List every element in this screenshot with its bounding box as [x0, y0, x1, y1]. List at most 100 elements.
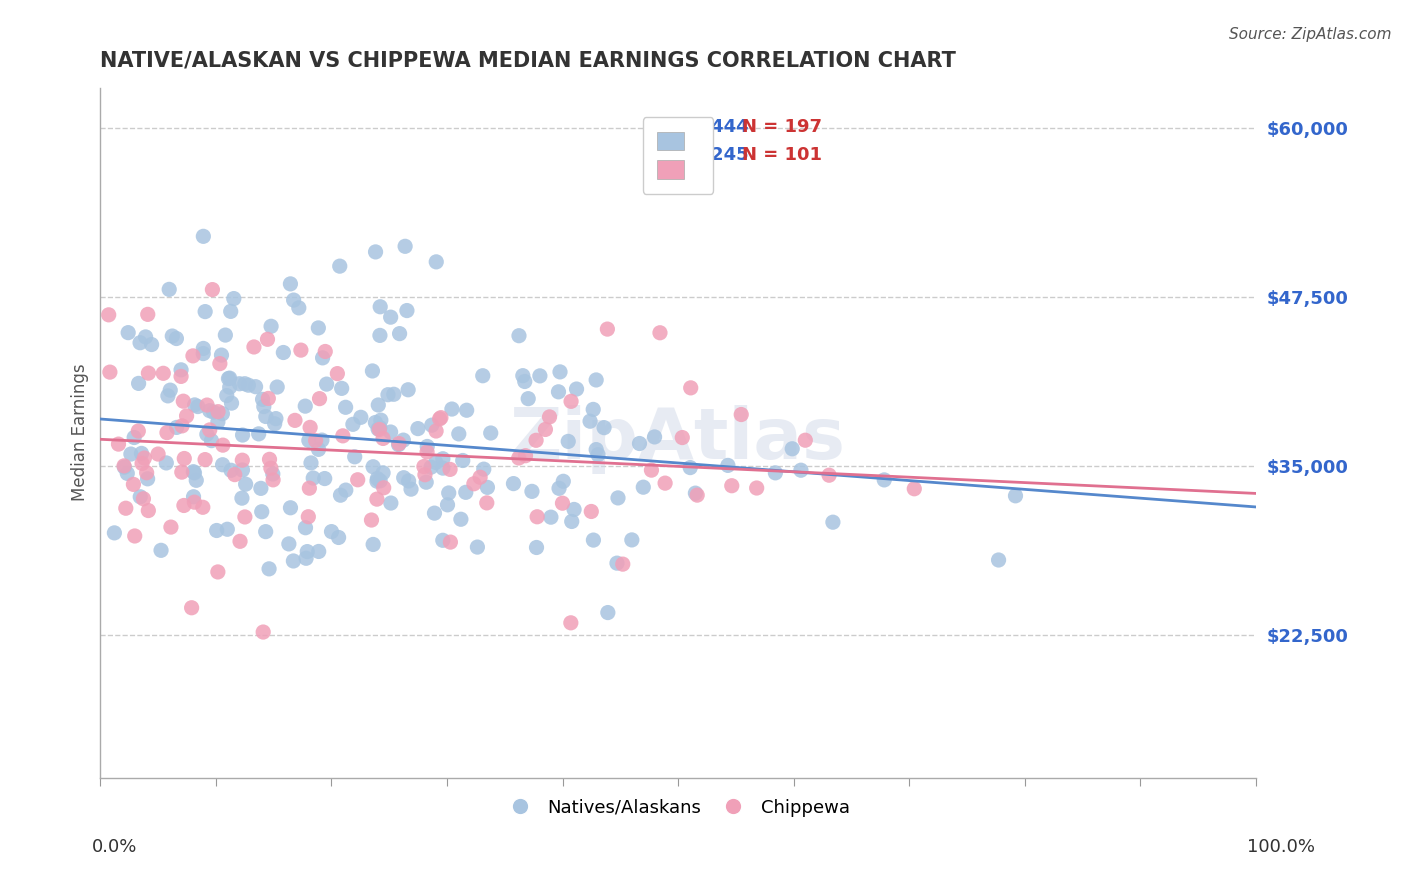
Point [260, 319, 283, 334]
Point [134, 451, 156, 466]
Point [502, 476, 524, 491]
Point [581, 504, 603, 518]
Point [131, 457, 153, 471]
Point [194, 304, 217, 318]
Point [420, 418, 443, 433]
Point [440, 402, 463, 417]
Point [671, 431, 693, 445]
Point [450, 512, 472, 526]
Point [194, 452, 217, 467]
Point [364, 244, 387, 259]
Point [173, 451, 195, 466]
Point [124, 529, 146, 543]
Point [208, 357, 231, 371]
Point [472, 462, 495, 476]
Point [526, 509, 548, 524]
Point [308, 392, 330, 406]
Point [565, 382, 588, 396]
Point [136, 472, 159, 486]
Point [382, 387, 405, 401]
Point [114, 501, 136, 516]
Point [548, 365, 571, 379]
Point [366, 472, 388, 486]
Point [138, 366, 160, 380]
Point [252, 392, 274, 407]
Point [138, 503, 160, 517]
Point [307, 321, 329, 335]
Point [218, 371, 240, 385]
Point [582, 402, 605, 417]
Point [513, 375, 536, 389]
Point [818, 468, 841, 483]
Point [250, 481, 273, 495]
Point [987, 553, 1010, 567]
Point [553, 475, 575, 489]
Point [170, 465, 193, 479]
Point [156, 425, 179, 440]
Point [366, 474, 388, 488]
Point [183, 495, 205, 509]
Point [524, 434, 547, 448]
Point [264, 411, 287, 425]
Point [129, 335, 152, 350]
Point [162, 329, 184, 343]
Point [416, 445, 439, 459]
Point [280, 277, 302, 291]
Point [298, 434, 321, 448]
Point [299, 456, 322, 470]
Point [423, 506, 446, 520]
Point [420, 460, 443, 475]
Point [579, 414, 602, 428]
Point [560, 615, 582, 630]
Point [290, 343, 312, 358]
Point [620, 533, 643, 547]
Point [720, 479, 742, 493]
Point [547, 384, 569, 399]
Point [606, 556, 628, 570]
Point [447, 426, 470, 441]
Point [183, 466, 205, 480]
Point [412, 459, 434, 474]
Point [315, 377, 337, 392]
Point [392, 471, 415, 485]
Point [280, 500, 302, 515]
Point [364, 416, 387, 430]
Point [585, 373, 607, 387]
Point [97, 308, 120, 322]
Point [328, 531, 350, 545]
Point [122, 430, 145, 444]
Point [685, 486, 707, 500]
Point [745, 481, 768, 495]
Point [288, 301, 311, 315]
Point [468, 470, 491, 484]
Text: NATIVE/ALASKAN VS CHIPPEWA MEDIAN EARNINGS CORRELATION CHART: NATIVE/ALASKAN VS CHIPPEWA MEDIAN EARNIN… [100, 51, 956, 70]
Point [534, 422, 557, 436]
Point [217, 371, 239, 385]
Point [425, 255, 447, 269]
Point [247, 426, 270, 441]
Point [201, 283, 224, 297]
Point [467, 540, 489, 554]
Point [211, 348, 233, 362]
Point [128, 376, 150, 391]
Point [648, 326, 671, 340]
Point [229, 534, 252, 549]
Point [387, 437, 409, 451]
Text: R = -0.245: R = -0.245 [644, 146, 749, 164]
Point [371, 432, 394, 446]
Point [259, 452, 281, 467]
Point [640, 463, 662, 477]
Point [183, 465, 205, 479]
Point [380, 425, 402, 439]
Point [217, 522, 239, 536]
Point [437, 486, 460, 500]
Point [436, 498, 458, 512]
Point [238, 378, 260, 392]
Point [103, 525, 125, 540]
Point [654, 476, 676, 491]
Point [538, 409, 561, 424]
Point [297, 509, 319, 524]
Point [294, 521, 316, 535]
Point [212, 438, 235, 452]
Point [821, 515, 844, 529]
